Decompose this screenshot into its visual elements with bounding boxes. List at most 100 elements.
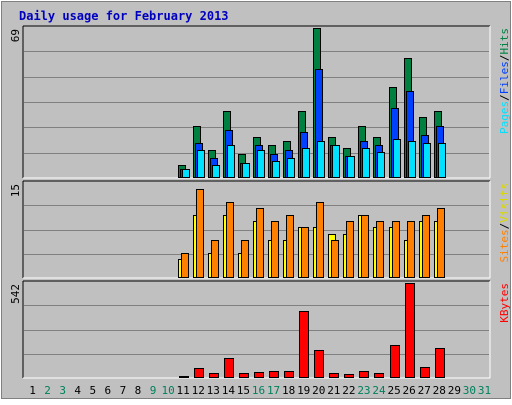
bar-sites-day-15 bbox=[241, 240, 249, 278]
bar-pages-day-19 bbox=[302, 148, 310, 178]
bar-sites-day-16 bbox=[256, 208, 264, 278]
bar-kbytes-day-26 bbox=[405, 283, 415, 378]
day-label-1: 1 bbox=[29, 384, 36, 397]
legend-visits_sites: Sites/Visits bbox=[498, 183, 511, 263]
day-label-20: 20 bbox=[312, 384, 325, 397]
bar-kbytes-day-25 bbox=[390, 345, 400, 378]
bar-sites-day-20 bbox=[316, 202, 324, 278]
legend-separator: / bbox=[498, 55, 511, 62]
day-label-31: 31 bbox=[478, 384, 491, 397]
day-label-9: 9 bbox=[150, 384, 157, 397]
bar-pages-day-24 bbox=[377, 152, 385, 178]
bar-sites-day-19 bbox=[301, 227, 309, 278]
bar-kbytes-day-11 bbox=[179, 376, 189, 378]
legend-sites: Sites bbox=[498, 229, 511, 262]
day-label-29: 29 bbox=[448, 384, 461, 397]
bar-sites-day-18 bbox=[286, 215, 294, 278]
legend-kbytes: KBytes bbox=[498, 283, 511, 323]
bar-pages-day-27 bbox=[423, 143, 431, 178]
bar-kbytes-day-27 bbox=[420, 367, 430, 378]
bar-pages-day-12 bbox=[197, 150, 205, 178]
ymax-label-kbytes: 542 bbox=[9, 284, 22, 304]
bar-pages-day-11 bbox=[182, 169, 190, 178]
bar-pages-day-17 bbox=[272, 161, 280, 178]
bar-sites-day-28 bbox=[437, 208, 445, 278]
bar-kbytes-day-15 bbox=[239, 373, 249, 378]
day-label-26: 26 bbox=[403, 384, 416, 397]
day-label-24: 24 bbox=[372, 384, 386, 397]
day-label-5: 5 bbox=[89, 384, 96, 397]
ymax-label-hits_files_pages: 69 bbox=[9, 29, 22, 42]
day-label-30: 30 bbox=[463, 384, 476, 397]
day-label-21: 21 bbox=[327, 384, 340, 397]
frame-shadow bbox=[1, 1, 511, 399]
bar-kbytes-day-13 bbox=[209, 373, 219, 378]
day-label-27: 27 bbox=[418, 384, 431, 397]
bar-sites-day-24 bbox=[376, 221, 384, 278]
bar-sites-day-26 bbox=[407, 221, 415, 278]
bar-pages-day-28 bbox=[438, 143, 446, 178]
bar-pages-day-22 bbox=[347, 156, 355, 178]
bar-sites-day-13 bbox=[211, 240, 219, 278]
bar-pages-day-13 bbox=[212, 165, 220, 178]
bar-sites-day-22 bbox=[346, 221, 354, 278]
bar-sites-day-12 bbox=[196, 189, 204, 278]
bar-pages-day-15 bbox=[242, 163, 250, 178]
day-label-22: 22 bbox=[342, 384, 355, 397]
day-label-12: 12 bbox=[192, 384, 205, 397]
bar-pages-day-14 bbox=[227, 145, 235, 178]
day-label-3: 3 bbox=[59, 384, 66, 397]
bar-sites-day-14 bbox=[226, 202, 234, 278]
legend-visits: Visits bbox=[498, 183, 511, 223]
bar-kbytes-day-24 bbox=[374, 373, 384, 378]
day-label-23: 23 bbox=[357, 384, 370, 397]
bar-kbytes-day-21 bbox=[329, 373, 339, 378]
day-label-8: 8 bbox=[135, 384, 142, 397]
bar-kbytes-day-17 bbox=[269, 371, 279, 378]
bar-kbytes-day-23 bbox=[359, 371, 369, 378]
day-label-16: 16 bbox=[252, 384, 265, 397]
day-label-19: 19 bbox=[297, 384, 310, 397]
bar-kbytes-day-16 bbox=[254, 372, 264, 378]
bar-pages-day-16 bbox=[257, 150, 265, 178]
day-label-4: 4 bbox=[74, 384, 81, 397]
day-label-6: 6 bbox=[105, 384, 112, 397]
day-label-14: 14 bbox=[222, 384, 236, 397]
legend-separator: / bbox=[498, 223, 511, 230]
bar-pages-day-23 bbox=[362, 148, 370, 178]
bar-kbytes-day-28 bbox=[435, 348, 445, 378]
bar-kbytes-day-22 bbox=[344, 374, 354, 378]
legend-pages: Pages bbox=[498, 101, 511, 134]
bar-sites-day-17 bbox=[271, 221, 279, 278]
bar-sites-day-11 bbox=[181, 253, 189, 278]
legend-files: Files bbox=[498, 61, 511, 94]
day-label-17: 17 bbox=[267, 384, 280, 397]
bar-sites-day-25 bbox=[392, 221, 400, 278]
day-label-18: 18 bbox=[282, 384, 295, 397]
day-label-25: 25 bbox=[387, 384, 400, 397]
chart-title: Daily usage for February 2013 bbox=[19, 9, 229, 23]
bar-kbytes-day-12 bbox=[194, 368, 204, 378]
bar-pages-day-26 bbox=[408, 141, 416, 178]
day-label-10: 10 bbox=[161, 384, 174, 397]
legend-separator: / bbox=[498, 94, 511, 101]
day-label-13: 13 bbox=[207, 384, 220, 397]
bar-kbytes-day-18 bbox=[284, 371, 294, 378]
legend-hits_files_pages: Pages/Files/Hits bbox=[498, 28, 511, 134]
bar-pages-day-20 bbox=[317, 141, 325, 178]
bar-kbytes-day-19 bbox=[299, 311, 309, 378]
bar-sites-day-27 bbox=[422, 215, 430, 278]
day-label-11: 11 bbox=[177, 384, 190, 397]
legend-kbytes: KBytes bbox=[498, 283, 511, 323]
bar-pages-day-25 bbox=[393, 139, 401, 178]
bar-sites-day-21 bbox=[331, 240, 339, 278]
legend-hits: Hits bbox=[498, 28, 511, 55]
bar-pages-day-18 bbox=[287, 158, 295, 178]
day-label-15: 15 bbox=[237, 384, 250, 397]
bar-pages-day-21 bbox=[332, 145, 340, 178]
panel-kbytes bbox=[23, 281, 490, 378]
ymax-label-visits_sites: 15 bbox=[9, 184, 22, 197]
bar-kbytes-day-14 bbox=[224, 358, 234, 378]
